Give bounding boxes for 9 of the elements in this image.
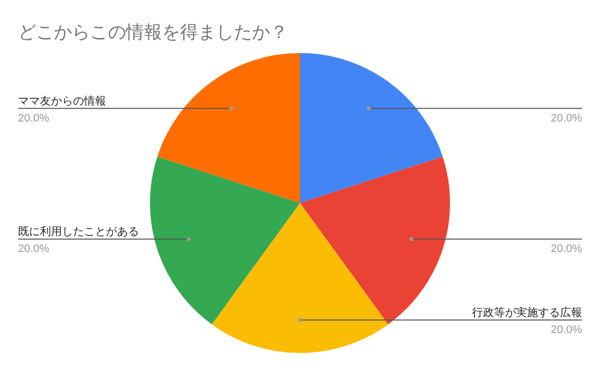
slice-label: 既に利用したことがある [18,225,139,238]
data-label: 20.0% [550,243,582,256]
data-label: 20.0% [550,324,582,336]
slice-label: 行政等が実施する広報 [472,306,582,319]
data-label: 20.0% [18,243,50,256]
data-label: 20.0% [550,112,582,124]
slice-label: ママ友からの情報 [18,94,106,108]
chart-title: どこからこの情報を得ましたか？ [18,22,288,42]
data-label: 20.0% [18,112,50,124]
